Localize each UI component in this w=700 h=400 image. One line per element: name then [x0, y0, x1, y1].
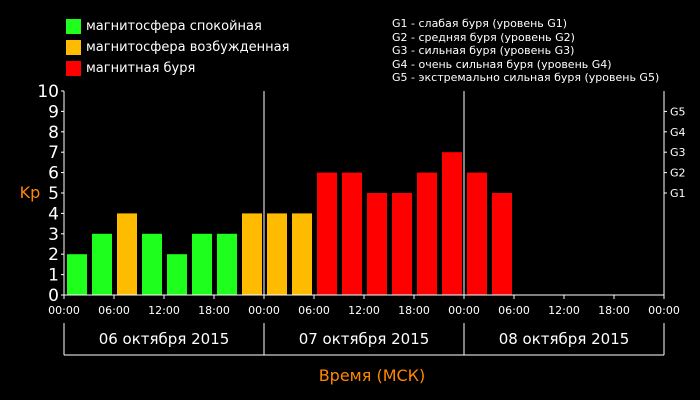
legend-swatch-active: [66, 39, 81, 55]
kp-bar: [67, 254, 87, 295]
kp-bar: [242, 213, 262, 295]
x-tick-label: 00:00: [248, 304, 280, 317]
day-label: 06 октября 2015: [99, 330, 230, 348]
x-tick-label: 06:00: [298, 304, 330, 317]
legend-item-storm: магнитная буря: [66, 60, 195, 76]
kp-bar: [267, 213, 287, 295]
kp-bar: [467, 172, 487, 295]
storm-scale-g1: G1 - слабая буря (уровень G1): [392, 17, 568, 30]
x-tick-label: 18:00: [398, 304, 430, 317]
kp-bar: [217, 233, 237, 295]
x-tick-label: 18:00: [598, 304, 630, 317]
day-label: 08 октября 2015: [499, 330, 630, 348]
x-tick-label: 00:00: [448, 304, 480, 317]
kp-bar: [442, 152, 462, 295]
kp-bar: [167, 254, 187, 295]
storm-scale-g4: G4 - очень сильная буря (уровень G4): [392, 57, 612, 71]
y-tick-label: 0: [48, 286, 59, 306]
storm-scale-legend: G1 - слабая буря (уровень G1) G2 - средн…: [392, 17, 659, 85]
legend-label-storm: магнитная буря: [86, 60, 196, 76]
legend-swatch-storm: [66, 60, 81, 76]
day-label: 07 октября 2015: [299, 330, 430, 348]
legend-item-quiet: магнитосфера спокойная: [66, 18, 262, 34]
legend-label-active: магнитосфера возбужденная: [86, 39, 290, 55]
bars-group: [67, 152, 512, 295]
kp-bar: [392, 193, 412, 295]
chart-axes: [61, 90, 667, 356]
kp-bar: [292, 213, 312, 295]
kp-bar: [492, 193, 512, 295]
y-tick-label: 1: [48, 266, 59, 286]
y-axis-title: Kp: [20, 183, 41, 202]
y-tick-label: 6: [48, 164, 59, 184]
storm-scale-g3: G3 - сильная буря (уровень G3): [392, 44, 575, 57]
x-tick-label: 12:00: [548, 304, 580, 317]
legend-label-quiet: магнитосфера спокойная: [86, 18, 262, 34]
kp-bar: [117, 213, 137, 295]
x-tick-label: 00:00: [648, 304, 680, 317]
x-tick-label: 06:00: [98, 304, 130, 317]
y-tick-label: 8: [48, 123, 59, 143]
storm-scale-g5: G5 - экстремально сильная буря (уровень …: [392, 71, 660, 84]
kp-bar: [142, 233, 162, 295]
g-tick-label: G4: [670, 126, 686, 139]
y-tick-label: 7: [48, 143, 59, 163]
legend-swatch-quiet: [66, 18, 81, 34]
y-tick-label: 3: [48, 225, 59, 245]
x-tick-label: 12:00: [148, 304, 180, 317]
x-tick-label: 18:00: [198, 304, 230, 317]
storm-scale-g2: G2 - средняя буря (уровень G2): [392, 30, 575, 44]
y-tick-label: 10: [37, 82, 59, 102]
kp-bar: [92, 233, 112, 295]
g-tick-label: G5: [670, 105, 686, 118]
chart-grid: [263, 91, 465, 295]
kp-bar: [192, 233, 212, 295]
kp-bar: [342, 172, 362, 295]
y-tick-label: 9: [48, 102, 59, 122]
y-tick-label: 2: [48, 245, 59, 265]
kp-bar: [317, 172, 337, 295]
kp-bar: [367, 193, 387, 295]
x-axis-title: Время (МСК): [319, 366, 426, 385]
y-tick-label: 5: [48, 184, 59, 204]
g-tick-label: G1: [670, 187, 686, 200]
g-tick-label: G2: [670, 167, 686, 180]
x-tick-label: 00:00: [48, 304, 80, 317]
legend-item-active: магнитосфера возбужденная: [66, 39, 289, 55]
kp-bar: [417, 172, 437, 295]
x-tick-label: 06:00: [498, 304, 530, 317]
g-tick-label: G3: [670, 146, 686, 159]
x-tick-label: 12:00: [348, 304, 380, 317]
y-tick-label: 4: [48, 204, 59, 224]
